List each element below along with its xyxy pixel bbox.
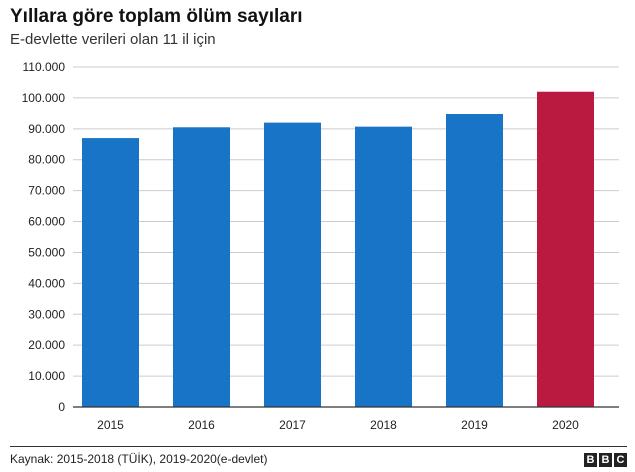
y-tick-label: 20.000 bbox=[28, 338, 65, 352]
x-tick-label: 2017 bbox=[279, 418, 306, 432]
footer-divider bbox=[10, 446, 627, 447]
bar-2016 bbox=[173, 127, 230, 407]
y-tick-label: 50.000 bbox=[28, 245, 65, 259]
x-tick-label: 2019 bbox=[461, 418, 488, 432]
source-note: Kaynak: 2015-2018 (TÜİK), 2019-2020(e-de… bbox=[10, 452, 268, 466]
bar-2019 bbox=[446, 113, 503, 408]
chart-title: Yıllara göre toplam ölüm sayıları bbox=[10, 6, 303, 27]
bar-2015 bbox=[82, 138, 139, 407]
y-tick-label: 80.000 bbox=[28, 153, 65, 167]
bbc-logo-letter: B bbox=[584, 453, 597, 467]
y-tick-label: 30.000 bbox=[28, 307, 65, 321]
bbc-logo-letter: B bbox=[599, 453, 612, 467]
bar-2018 bbox=[355, 126, 412, 408]
y-tick-label: 100.000 bbox=[22, 91, 66, 105]
y-tick-label: 90.000 bbox=[28, 122, 65, 136]
y-tick-label: 70.000 bbox=[28, 184, 65, 198]
x-tick-label: 2016 bbox=[188, 418, 215, 432]
bbc-logo: B B C bbox=[584, 453, 627, 467]
x-tick-label: 2015 bbox=[97, 418, 124, 432]
bbc-logo-letter: C bbox=[614, 453, 627, 467]
y-tick-label: 60.000 bbox=[28, 215, 65, 229]
chart-subtitle: E-devlette verileri olan 11 il için bbox=[10, 31, 216, 48]
y-tick-label: 0 bbox=[58, 400, 65, 414]
bar-2020 bbox=[537, 91, 594, 408]
bar-2017 bbox=[264, 122, 321, 408]
x-tick-label: 2020 bbox=[552, 418, 579, 432]
y-tick-label: 40.000 bbox=[28, 276, 65, 290]
y-tick-label: 10.000 bbox=[28, 369, 65, 383]
x-tick-label: 2018 bbox=[370, 418, 397, 432]
y-tick-label: 110.000 bbox=[23, 60, 66, 74]
